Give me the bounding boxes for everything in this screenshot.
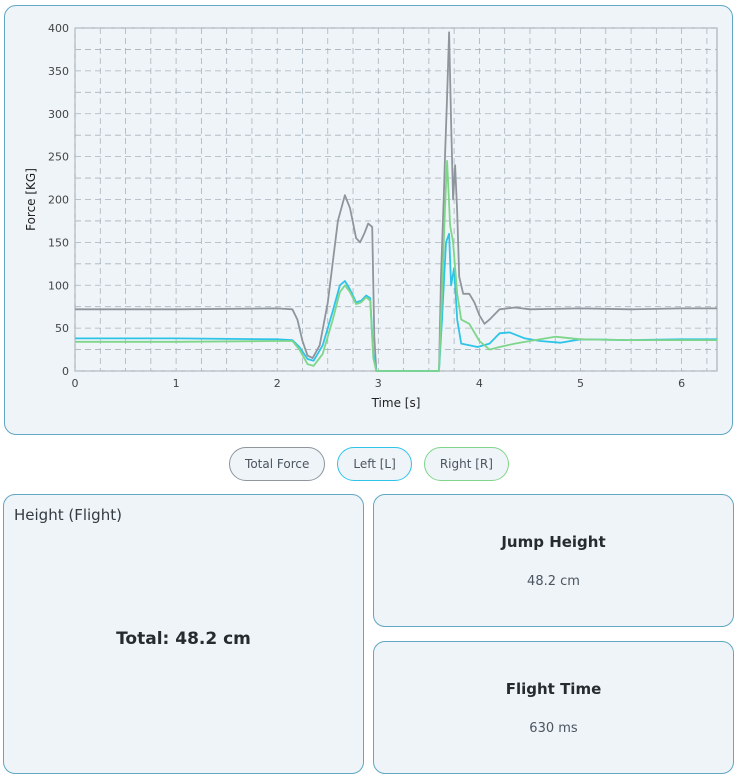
x-axis-label: Time [s] (371, 396, 421, 410)
force-time-chart: 0 1 2 3 4 5 6 0 50 100 150 200 250 300 350 400 Time [s]… (24, 22, 718, 410)
series-line-left-l (75, 232, 717, 372)
series-line-right-r (75, 160, 717, 372)
y-tick-label: 150 (48, 236, 69, 249)
legend-left-toggle[interactable]: Left [L] (337, 447, 412, 481)
height-flight-card: Height (Flight) Total: 48.2 cm (3, 494, 364, 774)
x-tick-label: 0 (72, 377, 79, 390)
y-tick-label: 350 (48, 65, 69, 78)
series-line-total-force (75, 31, 717, 372)
flight-time-value: 630 ms (529, 721, 578, 736)
legend-total-force-toggle[interactable]: Total Force (229, 447, 326, 481)
flight-time-title: Flight Time (505, 680, 602, 698)
y-tick-label: 250 (48, 151, 69, 164)
y-tick-label: 0 (62, 365, 69, 378)
chart-legend: Total Force Left [L] Right [R] (0, 447, 738, 481)
chart-series (75, 31, 717, 372)
flight-time-card: Flight Time 630 ms (373, 641, 734, 774)
y-tick-label: 400 (48, 22, 69, 35)
force-chart-card: 0 1 2 3 4 5 6 0 50 100 150 200 250 300 350 400 Time [s]… (4, 5, 733, 435)
height-total-value: Total: 48.2 cm (116, 629, 251, 649)
chart-ticks: 0 1 2 3 4 5 6 0 50 100 150 200 250 300 350 400 (48, 22, 685, 390)
y-tick-label: 50 (55, 322, 69, 335)
jump-height-card: Jump Height 48.2 cm (373, 494, 734, 627)
jump-height-value: 48.2 cm (527, 574, 580, 589)
height-card-title: Height (Flight) (14, 506, 122, 524)
jump-height-title: Jump Height (501, 533, 606, 551)
y-tick-label: 300 (48, 108, 69, 121)
chart-grid (74, 27, 718, 372)
x-tick-label: 6 (678, 377, 685, 390)
legend-right-toggle[interactable]: Right [R] (423, 447, 509, 481)
y-tick-label: 100 (48, 279, 69, 292)
x-tick-label: 1 (173, 377, 180, 390)
y-axis-label: Force [KG] (24, 168, 38, 231)
x-tick-label: 5 (577, 377, 584, 390)
x-tick-label: 2 (274, 377, 281, 390)
x-tick-label: 3 (375, 377, 382, 390)
x-tick-label: 4 (476, 377, 483, 390)
y-tick-label: 200 (48, 194, 69, 207)
